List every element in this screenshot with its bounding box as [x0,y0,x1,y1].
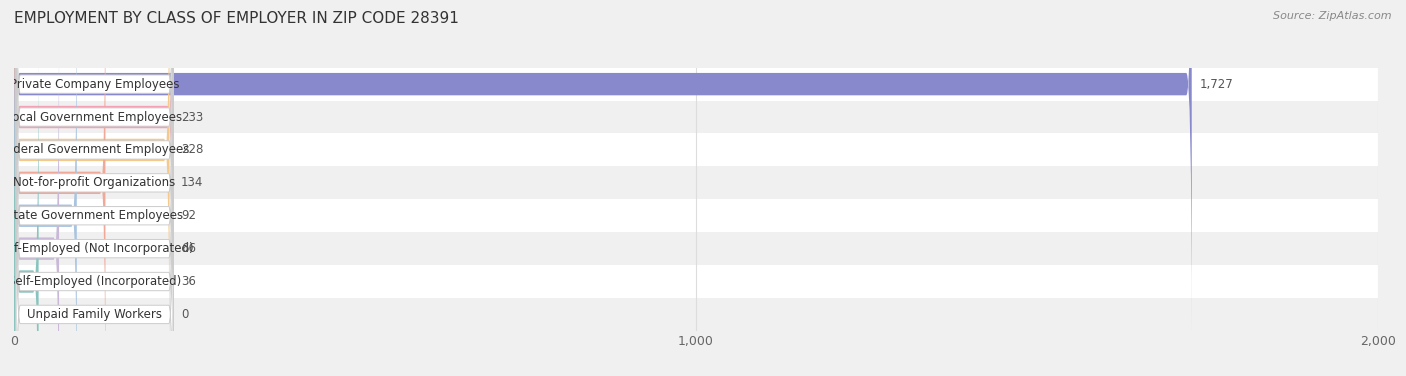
FancyBboxPatch shape [15,0,173,371]
FancyBboxPatch shape [14,0,170,376]
FancyBboxPatch shape [15,126,173,376]
Text: 233: 233 [181,111,204,124]
Bar [14,199,1378,232]
Text: Federal Government Employees: Federal Government Employees [0,143,190,156]
Bar [14,133,1378,166]
FancyBboxPatch shape [14,0,1192,336]
Bar [14,166,1378,199]
FancyBboxPatch shape [14,0,173,369]
Text: 1,727: 1,727 [1199,77,1233,91]
FancyBboxPatch shape [14,0,59,376]
FancyBboxPatch shape [14,29,38,376]
Text: Private Company Employees: Private Company Employees [10,77,180,91]
Bar [14,298,1378,331]
Text: 228: 228 [181,143,204,156]
Text: EMPLOYMENT BY CLASS OF EMPLOYER IN ZIP CODE 28391: EMPLOYMENT BY CLASS OF EMPLOYER IN ZIP C… [14,11,458,26]
Bar [14,232,1378,265]
Text: 134: 134 [181,176,204,190]
FancyBboxPatch shape [15,0,173,338]
Bar [14,68,1378,100]
FancyBboxPatch shape [15,61,173,376]
Bar [14,100,1378,133]
Bar [14,265,1378,298]
FancyBboxPatch shape [14,0,77,376]
Text: State Government Employees: State Government Employees [6,209,183,222]
Text: Not-for-profit Organizations: Not-for-profit Organizations [14,176,176,190]
Text: Local Government Employees: Local Government Employees [7,111,183,124]
Text: Self-Employed (Incorporated): Self-Employed (Incorporated) [8,275,181,288]
Text: 66: 66 [181,242,195,255]
FancyBboxPatch shape [15,0,173,272]
FancyBboxPatch shape [14,0,105,376]
FancyBboxPatch shape [15,93,173,376]
Text: Self-Employed (Not Incorporated): Self-Employed (Not Incorporated) [0,242,194,255]
Text: 36: 36 [181,275,195,288]
Text: 0: 0 [181,308,188,321]
Text: Source: ZipAtlas.com: Source: ZipAtlas.com [1274,11,1392,21]
FancyBboxPatch shape [15,27,173,376]
FancyBboxPatch shape [15,0,173,305]
Text: Unpaid Family Workers: Unpaid Family Workers [27,308,162,321]
Text: 92: 92 [181,209,195,222]
